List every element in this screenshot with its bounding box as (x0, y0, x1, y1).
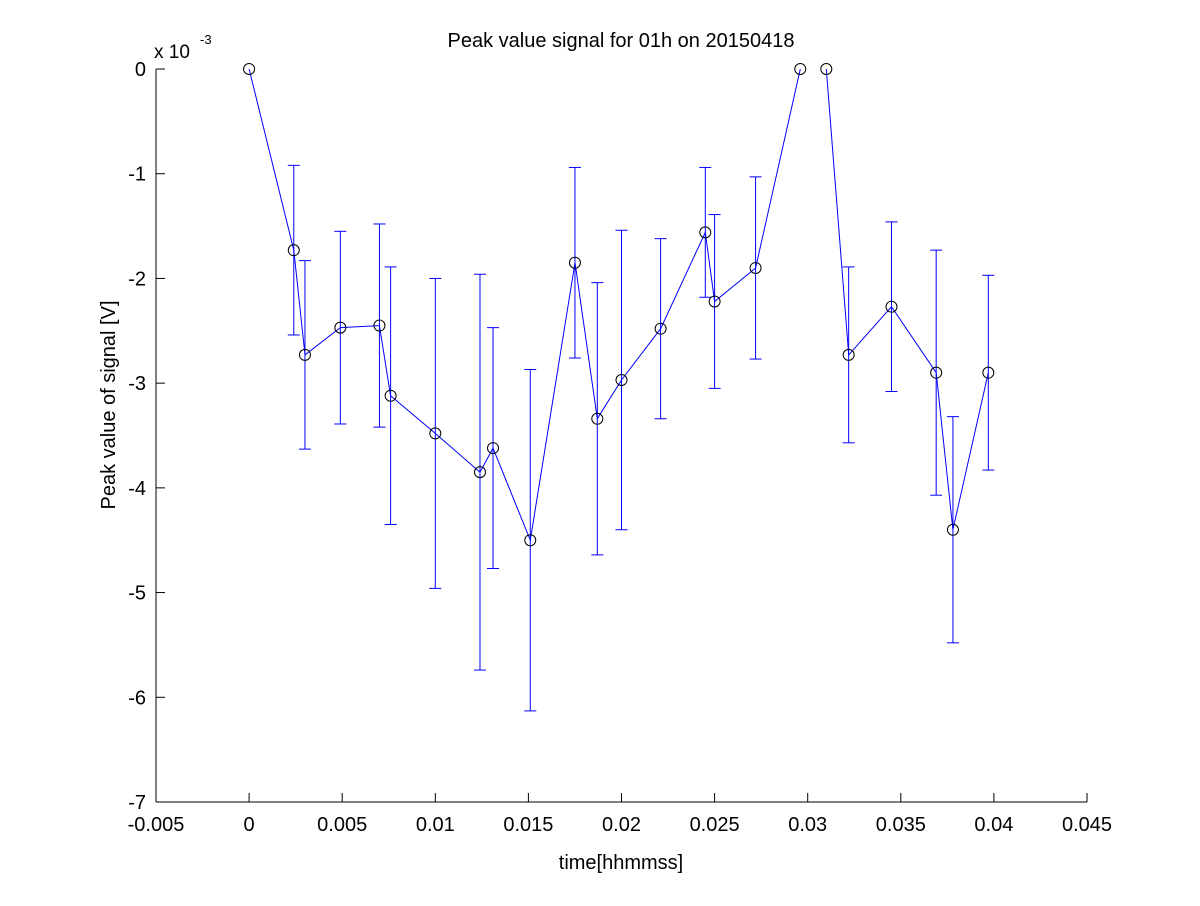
x-tick-label: 0 (244, 814, 255, 836)
data-point-marker (591, 412, 604, 425)
data-point-marker (749, 261, 762, 274)
x-tick-label: 0.035 (876, 814, 926, 836)
x-tick-label: 0.025 (690, 814, 740, 836)
y-axis-label: Peak value of signal [V] (98, 300, 120, 509)
data-point-marker (794, 63, 807, 75)
data-point-marker (429, 427, 442, 440)
data-point-marker (568, 256, 581, 269)
series-line (825, 68, 989, 530)
x-tick-label: 0.04 (974, 814, 1013, 836)
data-point-marker (384, 389, 397, 402)
data-point-marker (298, 348, 311, 361)
data-point-marker (615, 374, 628, 387)
x-tick-label: 0.03 (788, 814, 827, 836)
x-tick-label: 0.02 (602, 814, 641, 836)
data-point-marker (473, 466, 486, 479)
y-tick-label: -4 (128, 478, 146, 500)
data-point-marker (842, 348, 855, 361)
data-point-marker (820, 63, 833, 75)
y-tick-label: -5 (128, 583, 146, 605)
y-tick-label: 0 (135, 59, 146, 81)
x-tick-label: -0.005 (128, 814, 185, 836)
series-line (248, 68, 801, 543)
data-point-marker (982, 366, 995, 379)
y-exponent-power: -3 (200, 32, 212, 47)
axes: -0.005 0 0.005 0.01 0.015 0.02 0.025 0.03 0.035 0… (128, 59, 1112, 836)
x-tick-label: 0.01 (416, 814, 455, 836)
data-series (243, 63, 995, 712)
data-point-marker (708, 295, 721, 308)
y-tick-label: -2 (128, 268, 146, 290)
data-point-marker (524, 534, 537, 547)
data-point-marker (243, 63, 256, 75)
x-axis-label: time[hhmmss] (559, 852, 683, 874)
data-point-marker (654, 322, 667, 335)
data-point-marker (287, 244, 300, 257)
x-tick-label: 0.005 (317, 814, 367, 836)
y-tick-label: -7 (128, 792, 146, 814)
data-point-marker (930, 366, 943, 379)
y-tick-label: -3 (128, 373, 146, 395)
data-point-marker (373, 319, 386, 332)
data-point-marker (699, 226, 712, 239)
y-tick-label: -6 (128, 687, 146, 709)
data-point-marker (334, 321, 347, 334)
data-point-marker (487, 442, 500, 455)
y-tick-label: -1 (128, 164, 146, 186)
x-tick-label: 0.015 (503, 814, 553, 836)
data-point-marker (885, 300, 898, 313)
x-tick-label: 0.045 (1062, 814, 1112, 836)
y-exponent-base: x 10 (154, 42, 190, 63)
chart-title: Peak value signal for 01h on 20150418 (448, 30, 795, 52)
data-point-marker (946, 523, 959, 536)
